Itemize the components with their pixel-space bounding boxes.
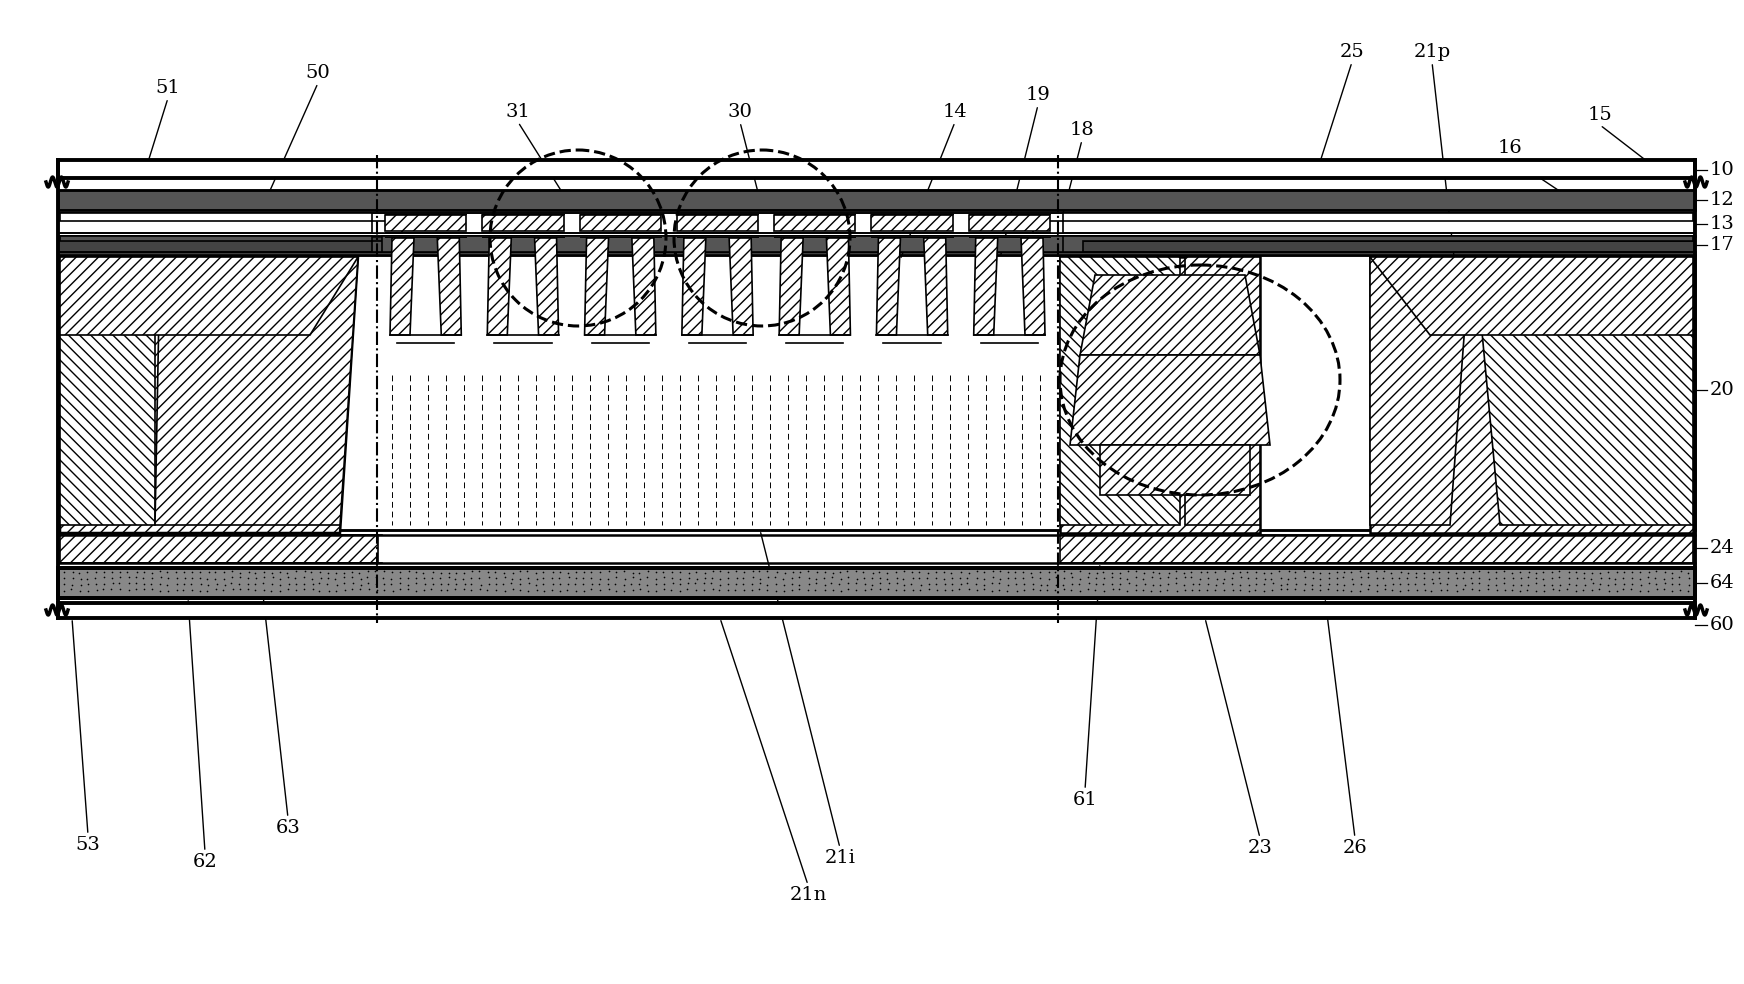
Polygon shape: [1100, 445, 1250, 495]
Bar: [59, 535, 378, 563]
Polygon shape: [579, 215, 661, 231]
Text: 14: 14: [942, 103, 968, 121]
Text: 16: 16: [1498, 139, 1523, 157]
Text: 51: 51: [155, 79, 180, 97]
Polygon shape: [1032, 236, 1693, 252]
Polygon shape: [59, 257, 358, 533]
Polygon shape: [385, 215, 466, 231]
Text: 10: 10: [1711, 161, 1735, 179]
Text: 21p: 21p: [1413, 43, 1451, 61]
Text: 12: 12: [1711, 191, 1735, 209]
Polygon shape: [729, 238, 753, 335]
Polygon shape: [59, 257, 358, 335]
Polygon shape: [535, 238, 558, 335]
Text: 30: 30: [727, 103, 752, 121]
Text: 53: 53: [75, 836, 101, 854]
Polygon shape: [827, 238, 851, 335]
Polygon shape: [391, 238, 413, 335]
Polygon shape: [1371, 257, 1470, 525]
Text: 21n: 21n: [790, 886, 827, 904]
Polygon shape: [631, 238, 656, 335]
Polygon shape: [1032, 213, 1693, 233]
Bar: [58, 603, 1695, 618]
Polygon shape: [1475, 257, 1693, 525]
Bar: [58, 160, 1695, 178]
Polygon shape: [924, 238, 947, 335]
Text: 17: 17: [1711, 236, 1735, 254]
Polygon shape: [1371, 257, 1693, 533]
Polygon shape: [973, 238, 998, 335]
Text: 26: 26: [1343, 839, 1367, 857]
Polygon shape: [877, 238, 900, 335]
Polygon shape: [677, 215, 759, 231]
Polygon shape: [155, 257, 358, 525]
Bar: [58, 190, 1695, 210]
Polygon shape: [774, 215, 855, 231]
Polygon shape: [780, 238, 804, 335]
Polygon shape: [872, 215, 952, 231]
Polygon shape: [438, 238, 460, 335]
Text: 20: 20: [1711, 381, 1735, 399]
Text: 63: 63: [276, 819, 300, 837]
Polygon shape: [584, 238, 609, 335]
Polygon shape: [59, 213, 403, 233]
Text: 13: 13: [1711, 215, 1735, 233]
Polygon shape: [59, 236, 403, 252]
Text: 15: 15: [1587, 106, 1613, 124]
Polygon shape: [487, 238, 511, 335]
Polygon shape: [483, 215, 563, 231]
Bar: [58, 236, 1695, 252]
Text: 61: 61: [1073, 791, 1097, 809]
Polygon shape: [1080, 275, 1259, 355]
Text: 31: 31: [506, 103, 530, 121]
Polygon shape: [1020, 238, 1045, 335]
Bar: [58, 255, 1695, 530]
Bar: [58, 568, 1695, 598]
Polygon shape: [1060, 257, 1259, 533]
Polygon shape: [1071, 355, 1270, 445]
Text: 62: 62: [192, 853, 218, 871]
Polygon shape: [382, 236, 1064, 252]
Text: 60: 60: [1711, 616, 1735, 634]
Polygon shape: [682, 238, 706, 335]
Text: 24: 24: [1711, 539, 1735, 557]
Bar: [58, 213, 1695, 233]
Polygon shape: [1184, 257, 1259, 525]
Polygon shape: [59, 257, 155, 525]
Text: 25: 25: [1339, 43, 1364, 61]
Text: 23: 23: [1247, 839, 1273, 857]
Polygon shape: [1053, 236, 1693, 252]
Polygon shape: [968, 215, 1050, 231]
Polygon shape: [1371, 257, 1693, 335]
Text: 19: 19: [1025, 86, 1050, 104]
Text: 64: 64: [1711, 574, 1735, 592]
Text: 18: 18: [1069, 121, 1095, 139]
Polygon shape: [1060, 257, 1181, 525]
Bar: [1060, 535, 1693, 563]
Text: 21i: 21i: [825, 849, 856, 867]
Text: 50: 50: [305, 64, 330, 82]
